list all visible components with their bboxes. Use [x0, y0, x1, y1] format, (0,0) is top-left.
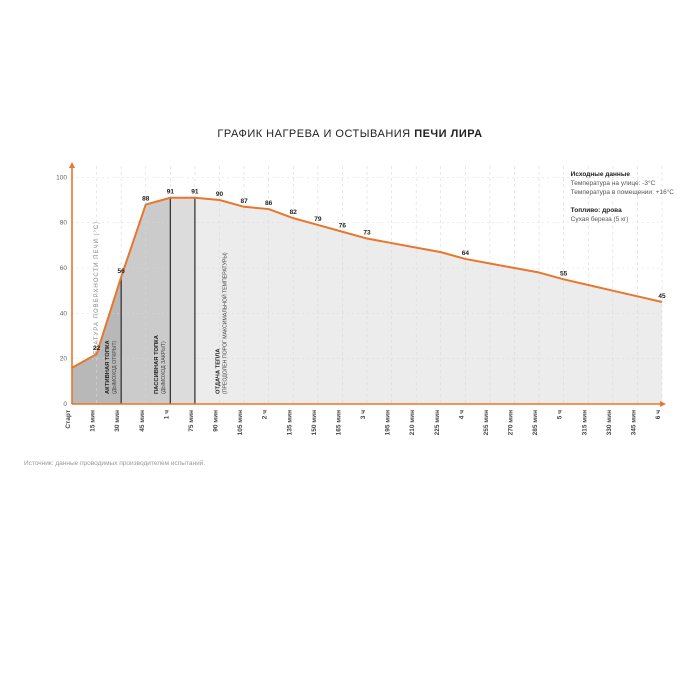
svg-text:3 ч: 3 ч	[360, 410, 367, 419]
svg-text:ПАССИВНАЯ ТОПКА: ПАССИВНАЯ ТОПКА	[154, 334, 160, 394]
svg-text:100: 100	[56, 174, 67, 181]
svg-text:6 ч: 6 ч	[655, 410, 662, 419]
chart-title: ГРАФИК НАГРЕВА И ОСТЫВАНИЯ ПЕЧИ ЛИРА	[0, 128, 700, 140]
svg-text:210 мин: 210 мин	[409, 410, 416, 435]
svg-text:(ДЫМОХОД ЗАКРЫТ): (ДЫМОХОД ЗАКРЫТ)	[161, 341, 167, 394]
svg-text:150 мин: 150 мин	[311, 410, 318, 435]
svg-text:285 мин: 285 мин	[532, 410, 539, 435]
svg-text:82: 82	[290, 209, 298, 216]
svg-text:(ПРЕОДОЛЕН ПОРОГ МАКСИМАЛЬНОЙ: (ПРЕОДОЛЕН ПОРОГ МАКСИМАЛЬНОЙ ТЕМПЕРАТУР…	[221, 252, 229, 394]
svg-text:195 мин: 195 мин	[385, 410, 392, 435]
svg-text:20: 20	[60, 356, 68, 363]
svg-text:105 мин: 105 мин	[237, 410, 244, 435]
svg-text:45: 45	[658, 293, 666, 300]
svg-text:80: 80	[60, 220, 68, 227]
svg-text:5 ч: 5 ч	[557, 410, 564, 419]
svg-text:22: 22	[93, 345, 101, 352]
svg-text:87: 87	[240, 198, 248, 205]
svg-text:40: 40	[60, 310, 68, 317]
svg-text:АКТИВНАЯ ТОПКА: АКТИВНАЯ ТОПКА	[105, 339, 111, 394]
svg-text:73: 73	[363, 230, 371, 237]
svg-text:79: 79	[314, 216, 322, 223]
svg-text:0: 0	[63, 401, 67, 408]
svg-text:2 ч: 2 ч	[262, 410, 269, 419]
svg-text:330 мин: 330 мин	[606, 410, 613, 435]
svg-text:64: 64	[462, 250, 470, 257]
svg-text:1 ч: 1 ч	[163, 410, 170, 419]
svg-text:45 мин: 45 мин	[139, 410, 146, 432]
svg-text:225 мин: 225 мин	[434, 410, 441, 435]
svg-text:255 мин: 255 мин	[483, 410, 490, 435]
svg-text:76: 76	[339, 223, 347, 230]
svg-text:55: 55	[560, 270, 568, 277]
svg-text:90 мин: 90 мин	[213, 410, 220, 432]
svg-text:90: 90	[216, 191, 224, 198]
svg-text:75 мин: 75 мин	[188, 410, 195, 432]
svg-text:165 мин: 165 мин	[335, 410, 342, 435]
svg-text:60: 60	[60, 265, 68, 272]
title-bold: ПЕЧИ ЛИРА	[414, 128, 482, 140]
svg-text:(ДЫМОХОД ОТКРЫТ): (ДЫМОХОД ОТКРЫТ)	[112, 340, 118, 394]
svg-text:91: 91	[167, 189, 175, 196]
info-box: Исходные данные Температура на улице: -3…	[571, 170, 674, 225]
svg-text:15 мин: 15 мин	[90, 410, 97, 432]
svg-text:56: 56	[118, 268, 126, 275]
svg-text:135 мин: 135 мин	[286, 410, 293, 435]
svg-text:86: 86	[265, 200, 273, 207]
svg-text:ОТДАЧА ТЕПЛА: ОТДАЧА ТЕПЛА	[216, 348, 222, 394]
svg-text:91: 91	[191, 189, 199, 196]
title-prefix: ГРАФИК НАГРЕВА И ОСТЫВАНИЯ	[217, 128, 414, 140]
source-text: Источник: данные проводимых производител…	[24, 460, 205, 467]
svg-text:88: 88	[142, 196, 150, 203]
svg-text:4 ч: 4 ч	[458, 410, 465, 419]
svg-text:Старт: Старт	[65, 410, 72, 429]
svg-text:315 мин: 315 мин	[581, 410, 588, 435]
svg-text:30 мин: 30 мин	[114, 410, 121, 432]
svg-text:345 мин: 345 мин	[630, 410, 637, 435]
svg-text:270 мин: 270 мин	[508, 410, 515, 435]
